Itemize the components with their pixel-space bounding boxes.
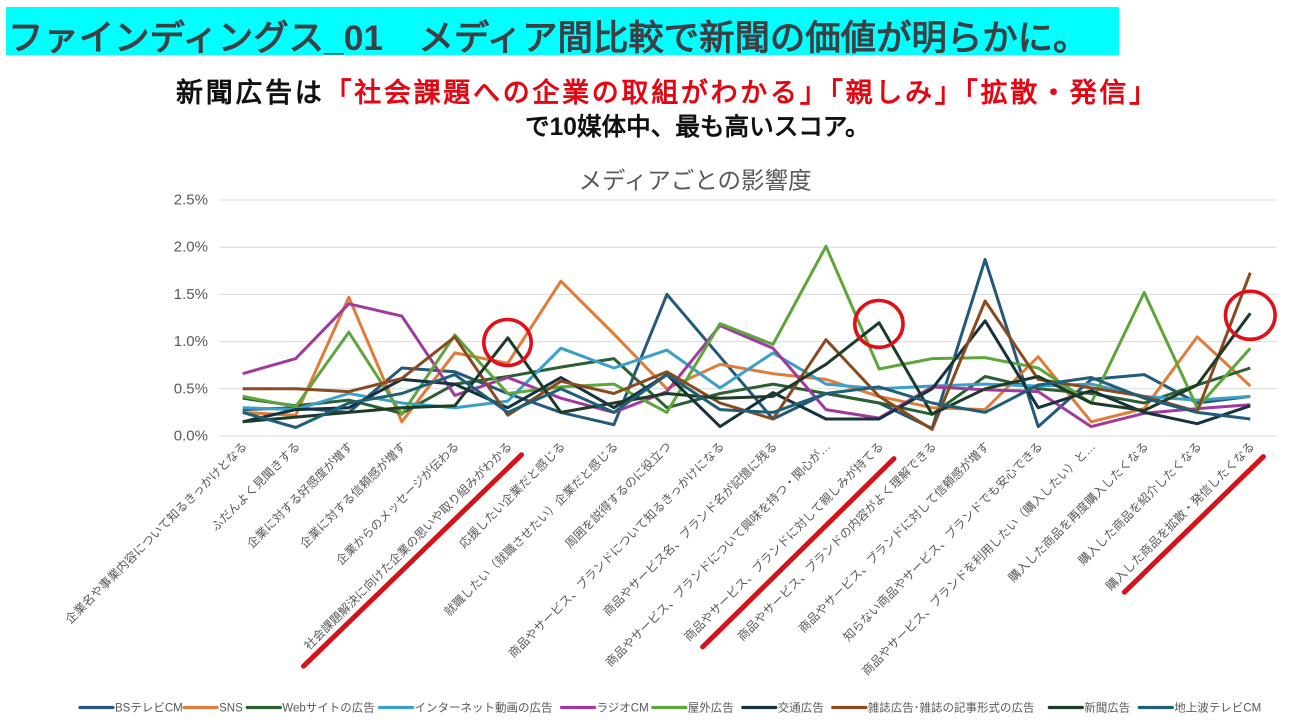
svg-text:0.5%: 0.5% <box>174 380 208 397</box>
svg-text:0.0%: 0.0% <box>174 428 208 445</box>
svg-text:ラジオCM: ラジオCM <box>597 702 649 715</box>
svg-text:SNS: SNS <box>219 703 243 715</box>
svg-text:周囲を説得するのに役立つ: 周囲を説得するのに役立つ <box>562 439 674 551</box>
svg-text:交通広告: 交通広告 <box>778 701 824 715</box>
svg-text:企業名や事業内容について知るきっかけとなる: 企業名や事業内容について知るきっかけとなる <box>62 439 250 627</box>
svg-text:商品やサービス、ブランドに対して親しみが持てる: 商品やサービス、ブランドに対して親しみが持てる <box>681 439 887 645</box>
svg-text:地上波テレビCM: 地上波テレビCM <box>1174 702 1261 715</box>
svg-text:雑誌広告･雑誌の記事形式の広告: 雑誌広告･雑誌の記事形式の広告 <box>868 701 1035 715</box>
svg-text:インターネット動画の広告: インターネット動画の広告 <box>415 701 553 715</box>
svg-text:企業に対する好感度が増す: 企業に対する好感度が増す <box>243 439 355 551</box>
svg-text:ふだんよく見聞きする: ふだんよく見聞きする <box>208 439 303 534</box>
svg-text:企業に対する信頼感が増す: 企業に対する信頼感が増す <box>296 439 408 551</box>
svg-text:応援したい企業だと感じる: 応援したい企業だと感じる <box>456 439 568 551</box>
svg-text:商品やサービス、ブランドの内容がよく理解できる: 商品やサービス、ブランドの内容がよく理解できる <box>734 439 939 644</box>
svg-text:商品やサービス、ブランドに対して信頼感が増す: 商品やサービス、ブランドに対して信頼感が増す <box>795 439 992 636</box>
svg-text:屋外広告: 屋外広告 <box>688 702 734 715</box>
svg-text:知らない商品やサービス、ブランドでも安心できる: 知らない商品やサービス、ブランドでも安心できる <box>840 439 1046 645</box>
svg-text:2.5%: 2.5% <box>174 192 208 209</box>
svg-text:1.0%: 1.0% <box>174 333 208 350</box>
svg-text:Webサイトの広告: Webサイトの広告 <box>282 702 374 715</box>
svg-text:BSテレビCM: BSテレビCM <box>115 702 183 715</box>
svg-text:2.0%: 2.0% <box>174 239 208 256</box>
svg-text:メディアごとの影響度: メディアごとの影響度 <box>578 168 811 194</box>
svg-text:新聞広告: 新聞広告 <box>1084 701 1130 715</box>
svg-text:1.5%: 1.5% <box>174 286 208 303</box>
